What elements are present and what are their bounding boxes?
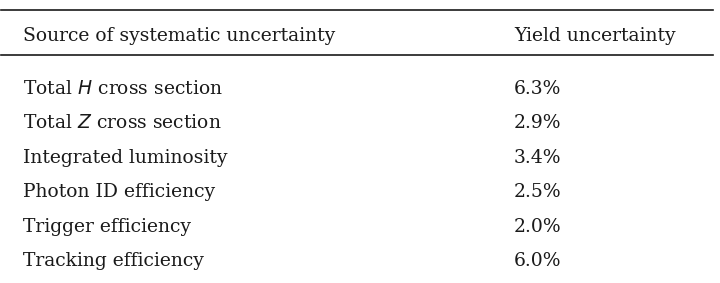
Text: Integrated luminosity: Integrated luminosity bbox=[23, 149, 228, 167]
Text: 2.9%: 2.9% bbox=[514, 114, 562, 132]
Text: Yield uncertainty: Yield uncertainty bbox=[514, 27, 675, 45]
Text: Source of systematic uncertainty: Source of systematic uncertainty bbox=[23, 27, 335, 45]
Text: 6.3%: 6.3% bbox=[514, 80, 562, 98]
Text: Tracking efficiency: Tracking efficiency bbox=[23, 252, 204, 270]
Text: 6.0%: 6.0% bbox=[514, 252, 562, 270]
Text: Trigger efficiency: Trigger efficiency bbox=[23, 218, 191, 236]
Text: 2.5%: 2.5% bbox=[514, 183, 562, 201]
Text: 3.4%: 3.4% bbox=[514, 149, 562, 167]
Text: Total $Z$ cross section: Total $Z$ cross section bbox=[23, 114, 222, 132]
Text: Total $H$ cross section: Total $H$ cross section bbox=[23, 80, 222, 98]
Text: 2.0%: 2.0% bbox=[514, 218, 562, 236]
Text: Photon ID efficiency: Photon ID efficiency bbox=[23, 183, 215, 201]
